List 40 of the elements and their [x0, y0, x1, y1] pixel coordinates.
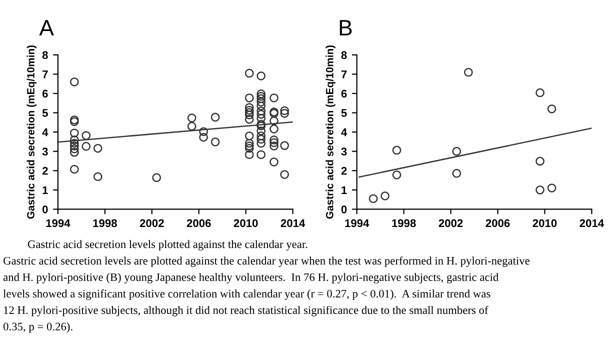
- x-tick-label: 2002: [438, 219, 463, 228]
- x-tick-label: 2010: [532, 219, 557, 228]
- y-tick-label: 2: [42, 166, 48, 175]
- x-tick-label: 1998: [93, 219, 117, 228]
- y-tick-label: 8: [42, 51, 48, 60]
- chart-title: A: [39, 20, 54, 36]
- x-tick-label: 1994: [345, 219, 370, 228]
- x-tick-label: 1998: [392, 219, 416, 228]
- y-tick-label: 2: [341, 166, 347, 175]
- y-tick-label: 3: [341, 148, 347, 156]
- text: and H. pylori-positive (B) young Japanese healthy volunteers. In 76 H. pylori-negative subjects, gastric acid: [3, 272, 499, 284]
- y-tick-label: 7: [341, 70, 347, 78]
- y-tick-label: 0: [42, 205, 48, 214]
- chart-title: B: [340, 20, 352, 36]
- y-tick-label: 3: [42, 148, 48, 156]
- x-tick-label: 2014: [580, 219, 604, 228]
- x-tick-label: 2006: [186, 219, 211, 228]
- y-tick-label: 4: [341, 128, 348, 136]
- y-tick-label: 5: [42, 109, 48, 117]
- text: 0.35, p = 0.26).: [3, 322, 72, 333]
- y-axis-title: Gastric acid secretion (mEq/10min): [326, 45, 336, 219]
- x-tick-label: 2014: [280, 219, 306, 228]
- text: 12 H. pylori-positive subjects, although it did not reach statistical significance due to the small numbers of: [4, 306, 488, 316]
- text: levels showed a significant positive correlation with calendar year (r = 0.27, p < 0.01). A similar trend was: [3, 289, 490, 300]
- x-tick-label: 1994: [46, 219, 70, 228]
- y-tick-label: 1: [42, 186, 48, 194]
- y-tick-label: 6: [42, 90, 48, 98]
- x-tick-label: 2010: [234, 219, 258, 228]
- y-tick-label: 0: [341, 205, 347, 214]
- y-tick-label: 7: [42, 70, 48, 78]
- y-tick-label: 8: [341, 51, 347, 60]
- y-axis-title: Gastric acid secretion (mEq/10min): [26, 45, 36, 219]
- y-tick-label: 5: [341, 109, 347, 117]
- x-tick-label: 2006: [486, 219, 510, 228]
- y-tick-label: 4: [42, 128, 48, 136]
- text: Gastric acid secretion levels are plotted against the calendar year when the test was performed in H. pylori-negative: [4, 256, 530, 267]
- y-tick-label: 6: [341, 90, 347, 98]
- y-tick-label: 1: [342, 186, 347, 194]
- x-tick-label: 2002: [140, 219, 164, 228]
- text: Gastric acid secretion levels plotted against the calendar year.: [28, 240, 308, 250]
